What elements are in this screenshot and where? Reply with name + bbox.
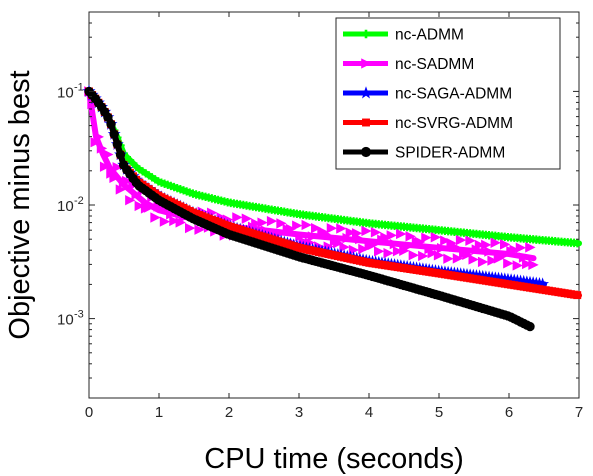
data-point xyxy=(241,213,253,224)
data-point xyxy=(455,234,467,246)
legend-marker xyxy=(362,118,370,127)
data-point xyxy=(380,232,391,243)
data-point xyxy=(396,228,407,240)
legend-marker xyxy=(360,146,372,158)
data-point xyxy=(522,258,533,270)
data-point xyxy=(276,218,287,229)
legend-marker xyxy=(359,86,373,99)
x-axis-title: CPU time (seconds) xyxy=(204,443,463,475)
data-point xyxy=(292,220,303,231)
data-point xyxy=(336,223,347,234)
y-axis-title: Objective minus best xyxy=(4,70,36,339)
data-point xyxy=(481,239,492,251)
data-point xyxy=(134,200,145,212)
data-point xyxy=(515,242,527,253)
y-tick-label: 10 -3 xyxy=(57,309,84,329)
data-point xyxy=(194,224,205,235)
x-tick-label: 2 xyxy=(225,404,233,421)
data-point xyxy=(125,195,136,206)
data-point xyxy=(185,222,196,234)
data-point xyxy=(358,243,369,255)
data-point xyxy=(112,162,123,173)
legend-entry: nc-SVRG-ADMM xyxy=(343,115,513,132)
data-point xyxy=(465,235,476,246)
legend-label: nc-SVRG-ADMM xyxy=(395,115,513,132)
y-tick-labels: 10-110-210-3 xyxy=(57,81,84,328)
data-point xyxy=(159,216,171,227)
y-tick-exponent: -3 xyxy=(74,309,84,321)
data-point xyxy=(232,212,243,223)
legend: nc-ADMM nc-SADMM nc-SAGA-ADMM nc-SVRG-ADMM S… xyxy=(335,17,561,170)
data-point xyxy=(326,223,338,234)
data-point xyxy=(345,227,356,238)
legend-label: nc-ADMM xyxy=(395,27,464,44)
data-point xyxy=(115,184,127,195)
series-line xyxy=(86,88,533,330)
data-point xyxy=(512,260,523,271)
x-tick-label: 3 xyxy=(295,404,303,421)
data-point xyxy=(392,246,404,257)
x-tick-labels: 0 1 2 3 4 5 6 7 xyxy=(85,404,583,421)
data-point xyxy=(361,225,372,237)
x-tick-label: 1 xyxy=(155,404,163,421)
x-tick-label: 7 xyxy=(575,404,583,421)
data-point xyxy=(433,250,445,261)
data-point xyxy=(257,217,268,228)
data-point xyxy=(477,256,489,268)
data-point xyxy=(169,215,180,227)
data-point xyxy=(418,250,429,262)
x-tick-label: 5 xyxy=(435,404,443,421)
data-point xyxy=(440,235,451,246)
data-point xyxy=(468,254,479,265)
data-point xyxy=(503,258,514,269)
x-tick-label: 4 xyxy=(365,404,373,421)
y-tick-label: 10 -2 xyxy=(57,195,84,215)
data-point xyxy=(408,250,419,261)
legend-marker xyxy=(361,58,372,69)
data-point xyxy=(374,246,385,257)
data-point xyxy=(490,237,501,248)
data-point xyxy=(487,255,498,266)
data-point xyxy=(528,259,539,271)
y-tick-base: 10 xyxy=(57,84,74,101)
axis-ticks xyxy=(88,11,580,399)
data-point xyxy=(370,227,382,238)
x-tick-label: 6 xyxy=(505,404,513,421)
data-point xyxy=(386,230,397,241)
data-point xyxy=(99,161,111,172)
data-point xyxy=(443,253,454,264)
data-point xyxy=(266,215,278,227)
y-tick-label: 10 -1 xyxy=(57,81,84,101)
data-point xyxy=(150,212,161,223)
data-point xyxy=(452,253,464,264)
x-tick-label: 0 xyxy=(85,404,93,421)
data-point xyxy=(427,248,438,259)
legend-entry: SPIDER-ADMM xyxy=(343,145,505,162)
data-point xyxy=(383,247,394,259)
y-tick-exponent: -2 xyxy=(74,195,84,207)
legend-label: SPIDER-ADMM xyxy=(395,145,505,162)
legend-entry: nc-SAGA-ADMM xyxy=(343,86,512,103)
data-point xyxy=(311,222,322,234)
series-spider-admm xyxy=(84,86,535,332)
y-tick-base: 10 xyxy=(57,312,74,329)
data-point xyxy=(421,232,432,243)
legend-entry: nc-ADMM xyxy=(343,27,464,44)
legend-label: nc-SAGA-ADMM xyxy=(395,86,512,103)
data-point xyxy=(474,239,486,251)
data-point xyxy=(430,232,442,243)
data-point xyxy=(251,218,262,229)
data-point xyxy=(405,231,416,242)
legend-entry: nc-SADMM xyxy=(343,56,474,73)
data-point xyxy=(525,242,536,253)
data-point xyxy=(500,239,511,250)
data-point xyxy=(339,241,350,253)
data-point xyxy=(301,219,312,231)
legend-label: nc-SADMM xyxy=(395,56,474,73)
series-layer xyxy=(82,84,582,332)
legend-marker xyxy=(361,29,371,39)
y-tick-base: 10 xyxy=(57,198,74,215)
y-tick-exponent: -1 xyxy=(74,81,84,93)
